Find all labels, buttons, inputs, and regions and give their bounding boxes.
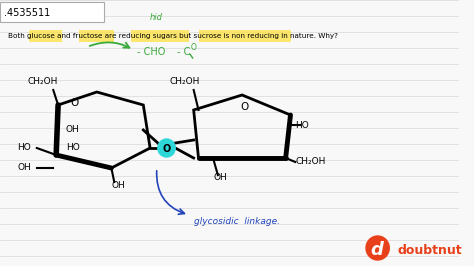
Text: OH: OH [213,173,227,182]
Text: .4535511: .4535511 [4,8,50,18]
FancyBboxPatch shape [29,30,62,42]
Text: CH₂OH: CH₂OH [169,77,200,86]
Text: glycosidic  linkage.: glycosidic linkage. [194,218,280,227]
Text: CH₂OH: CH₂OH [27,77,57,86]
Text: HO: HO [18,143,31,152]
FancyBboxPatch shape [80,30,114,42]
FancyBboxPatch shape [200,30,292,42]
Text: HO: HO [66,143,80,152]
Text: O: O [71,98,79,108]
Circle shape [366,236,389,260]
Text: OH: OH [111,181,125,189]
Text: OH: OH [66,126,80,135]
Text: - CHO: - CHO [137,47,166,57]
Text: Both glucose and fructose are reducing sugars but sucrose is non reducing in nat: Both glucose and fructose are reducing s… [8,33,338,39]
Text: doubtnut: doubtnut [397,243,462,256]
Text: OH: OH [18,164,31,172]
Text: O: O [240,102,248,112]
Text: O: O [163,144,171,154]
FancyBboxPatch shape [0,2,104,22]
Circle shape [158,139,175,157]
Text: hid: hid [150,13,163,22]
FancyBboxPatch shape [131,30,189,42]
Text: d: d [370,241,383,259]
Text: CH₂OH: CH₂OH [295,157,326,167]
Text: HO: HO [295,120,309,130]
Text: - C: - C [177,47,191,57]
Text: O: O [191,44,197,52]
